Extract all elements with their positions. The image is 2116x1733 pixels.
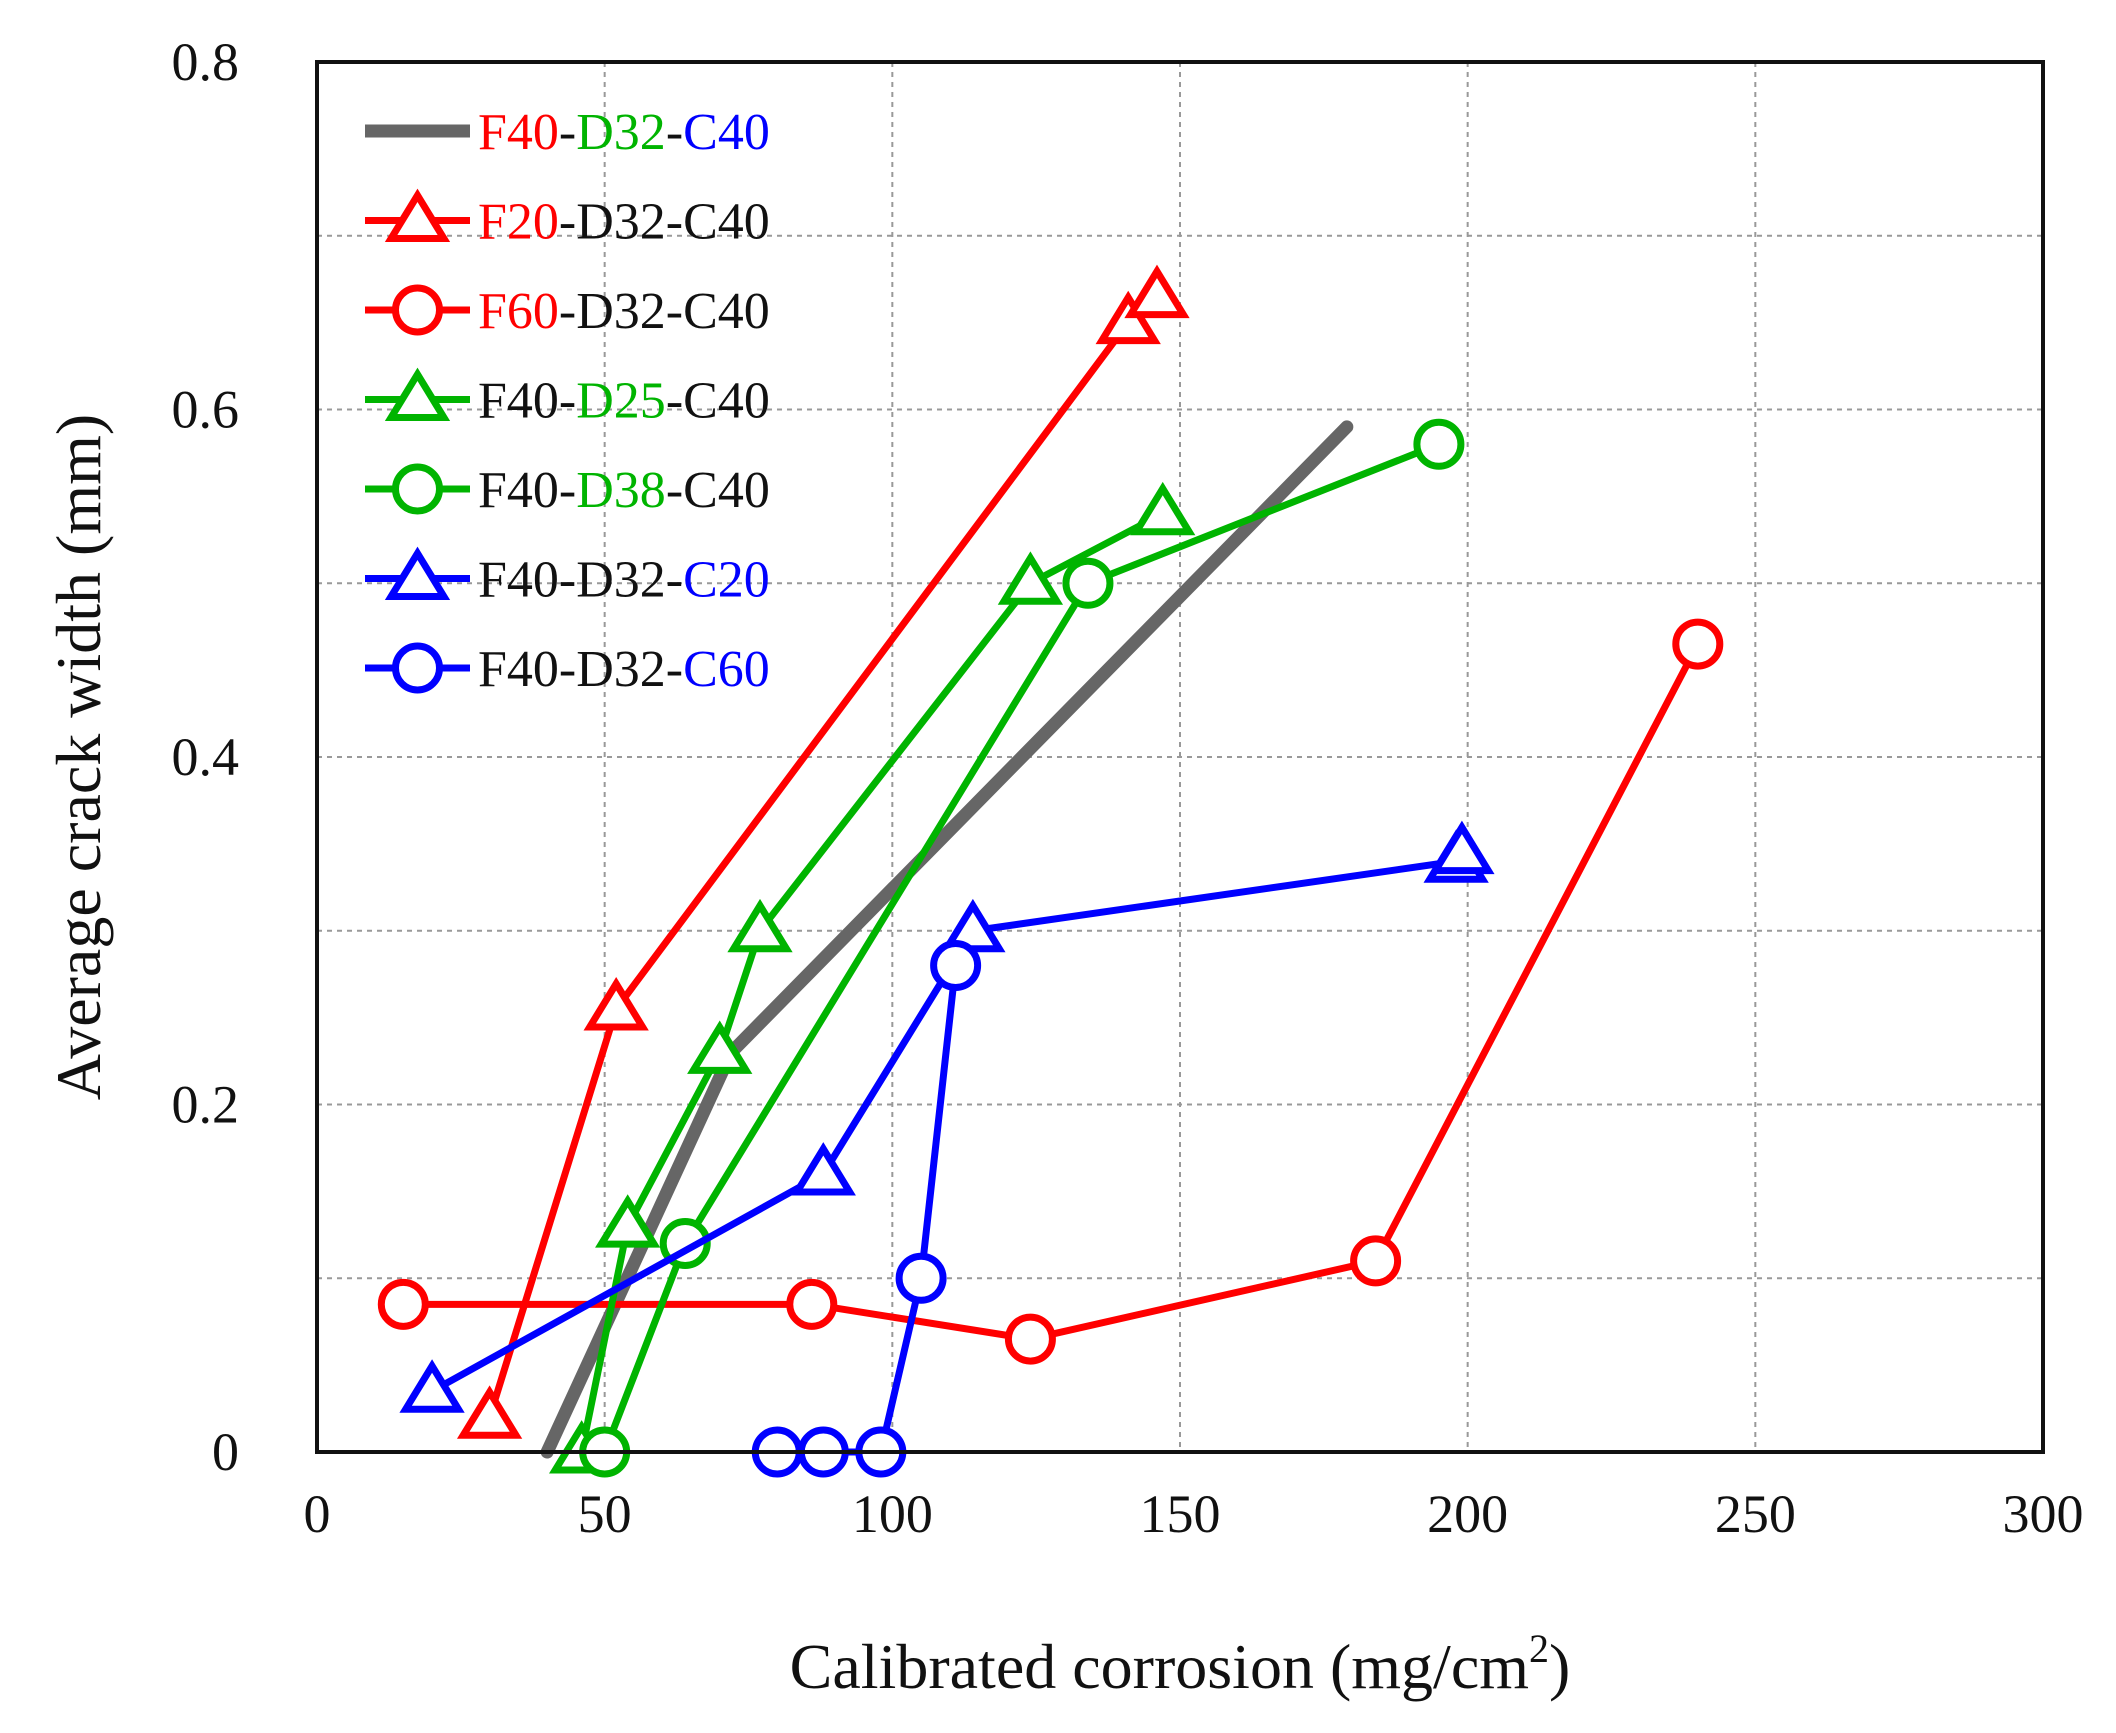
x-axis-title-main: Calibrated corrosion (mg/cm: [790, 1631, 1529, 1702]
data-point: [1413, 418, 1465, 470]
x-tick-label: 0: [304, 1484, 331, 1544]
legend-swatch-marker: [384, 546, 451, 600]
legend-swatch-marker: [392, 463, 443, 515]
data-point: [377, 1278, 429, 1330]
legend-label: F40-D38-C40: [478, 462, 770, 519]
x-axis-title: Calibrated corrosion (mg/cm2): [790, 1626, 1571, 1702]
data-point: [687, 1020, 753, 1074]
series-F60-D32-C40: [377, 618, 1724, 1365]
series-F40-D32-C20: [399, 820, 1495, 1413]
data-point: [997, 551, 1064, 605]
series-layer: [377, 264, 1724, 1478]
data-point: [456, 1385, 523, 1439]
grid-lines: [317, 62, 2043, 1452]
series-F40-D32-C60: [751, 940, 982, 1478]
data-point: [1429, 820, 1495, 875]
data-point: [399, 1359, 465, 1413]
data-point: [930, 940, 982, 991]
legend-item: F40-D32-C60: [365, 641, 770, 698]
legend: F40-D32-C40 F20-D32-C40 F60-D32-C40 F40-D25…: [365, 104, 770, 698]
legend-label: F20-D32-C40: [478, 194, 770, 251]
legend-label: F40-D32-C40: [478, 104, 770, 161]
data-point: [1004, 1313, 1056, 1365]
x-axis-title-end: ): [1549, 1631, 1570, 1702]
series-line: [428, 849, 1466, 1395]
y-tick-label: 0.2: [172, 1075, 240, 1135]
data-point: [727, 898, 793, 953]
tick-labels: 0 50 100 150 200 250 300 0 0.2 0.4 0.6 0.8: [172, 32, 2084, 1544]
legend-swatch-marker: [384, 367, 451, 421]
data-point: [583, 977, 649, 1031]
series-F20-D32-C40: [456, 264, 1190, 1439]
x-tick-label: 100: [852, 1484, 933, 1544]
data-point: [1095, 290, 1161, 345]
legend-item: F40-D38-C40: [365, 462, 770, 519]
data-point: [790, 1142, 856, 1196]
data-point: [1672, 618, 1724, 670]
x-axis-title-superscript: 2: [1529, 1626, 1549, 1671]
x-tick-label: 250: [1715, 1484, 1796, 1544]
data-point: [1130, 481, 1196, 536]
legend-label: F40-D25-C40: [478, 373, 770, 430]
series-line: [578, 510, 1167, 1456]
data-point: [1062, 557, 1114, 609]
data-point: [786, 1278, 838, 1330]
legend-item: F20-D32-C40: [365, 188, 770, 251]
x-tick-label: 50: [578, 1484, 632, 1544]
y-tick-label: 0.6: [172, 380, 240, 440]
legend-item: F60-D32-C40: [365, 283, 770, 340]
legend-item: F40-D32-C20: [365, 546, 770, 609]
y-tick-label: 0: [212, 1422, 239, 1482]
series-line: [601, 440, 1443, 1456]
legend-label: F40-D32-C60: [478, 641, 770, 698]
x-tick-label: 300: [2003, 1484, 2084, 1544]
y-axis-title: Average crack width (mm): [43, 414, 114, 1101]
y-tick-label: 0.4: [172, 727, 240, 787]
series-line: [399, 640, 1702, 1343]
y-tick-label: 0.8: [172, 32, 240, 92]
legend-item: F40-D32-C40: [365, 104, 770, 161]
series-line: [773, 962, 960, 1456]
legend-label: F40-D32-C20: [478, 552, 770, 609]
legend-swatch-marker: [384, 188, 451, 242]
x-tick-label: 150: [1140, 1484, 1221, 1544]
legend-swatch-marker: [392, 642, 443, 694]
data-point: [1350, 1235, 1402, 1287]
legend-swatch-marker: [392, 284, 443, 336]
x-tick-label: 200: [1427, 1484, 1508, 1544]
data-point: [895, 1252, 947, 1304]
legend-item: F40-D25-C40: [365, 367, 770, 430]
data-point: [1124, 264, 1190, 319]
data-point: [595, 1194, 661, 1248]
plot-frame: [315, 60, 2045, 1454]
legend-label: F60-D32-C40: [478, 283, 770, 340]
